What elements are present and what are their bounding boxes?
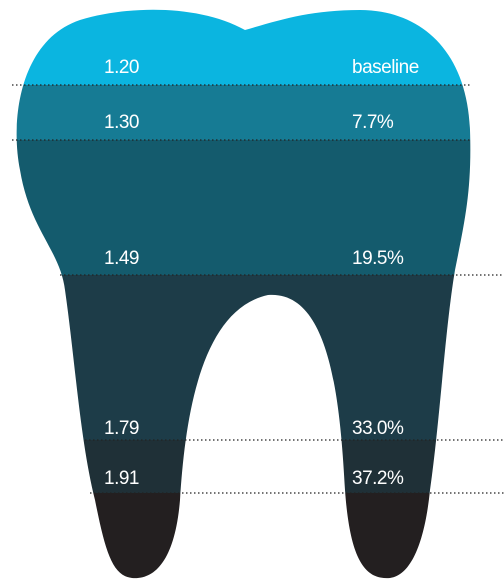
band <box>16 9 471 85</box>
change-label: 33.0% <box>352 418 404 439</box>
band <box>16 493 471 579</box>
value-label: 1.20 <box>104 57 139 78</box>
value-label: 1.79 <box>104 418 139 439</box>
value-label: 1.30 <box>104 112 139 133</box>
band <box>16 140 471 275</box>
band <box>16 440 471 493</box>
value-label: 1.91 <box>104 468 139 489</box>
change-label: 19.5% <box>352 248 404 269</box>
change-label: 37.2% <box>352 468 404 489</box>
change-label: 7.7% <box>352 112 394 133</box>
labels: 1.20 baseline 1.30 7.7% 1.49 19.5% 1.79 33.0% 1.… <box>104 57 419 489</box>
value-label: 1.49 <box>104 248 139 269</box>
band <box>16 275 471 440</box>
change-label: baseline <box>352 57 419 78</box>
band <box>16 85 471 140</box>
